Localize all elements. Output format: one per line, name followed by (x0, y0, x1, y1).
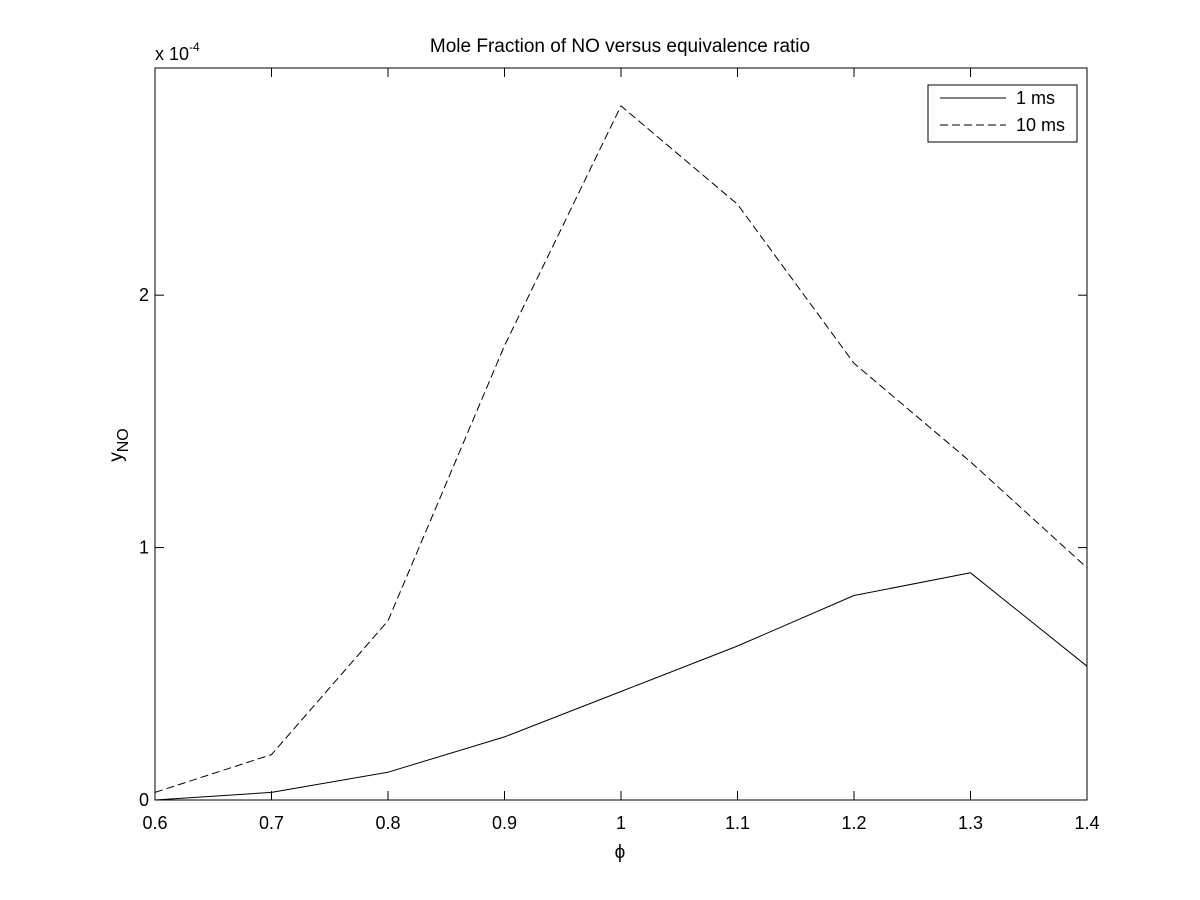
legend: 1 ms 10 ms (927, 84, 1078, 143)
series-line-10-ms (154, 105, 1088, 793)
plot-background (155, 68, 1087, 800)
y-axis-label-main: y (106, 452, 127, 462)
plot-frame (154, 67, 1088, 801)
y-axis-label-group: yNO (106, 428, 132, 462)
chart-title: Mole Fraction of NO versus equivalence r… (430, 36, 810, 57)
y-multiplier-label: x 10-4 (155, 40, 200, 64)
y-tick-label-1: 1 (139, 538, 149, 558)
y-multiplier-base: x 10 (155, 44, 189, 64)
x-tick-label-8: 1.4 (1074, 813, 1099, 833)
y-multiplier-exponent: -4 (189, 40, 200, 54)
x-tick-label-4: 1 (616, 813, 626, 833)
legend-label-10ms: 10 ms (1016, 115, 1065, 135)
x-tick-label-0: 0.6 (142, 813, 167, 833)
y-tick-label-2: 2 (139, 285, 149, 305)
x-tick-label-7: 1.3 (958, 813, 983, 833)
x-tick-label-5: 1.1 (725, 813, 750, 833)
x-tick-label-2: 0.8 (375, 813, 400, 833)
legend-label-1ms: 1 ms (1016, 88, 1055, 108)
y-axis-label: yNO (106, 428, 132, 462)
plot-area: 0.6 0.7 0.8 0.9 1 1.1 1.2 1.3 1.4 0 1 2 (139, 67, 1100, 833)
x-tick-label-1: 0.7 (259, 813, 284, 833)
series-line-1-ms (154, 572, 1088, 801)
x-axis-label: ϕ (615, 842, 626, 863)
x-tick-label-6: 1.2 (841, 813, 866, 833)
y-tick-label-0: 0 (139, 790, 149, 810)
x-tick-label-3: 0.9 (492, 813, 517, 833)
y-axis-label-subscript: NO (115, 428, 132, 452)
legend-box (927, 84, 1078, 143)
